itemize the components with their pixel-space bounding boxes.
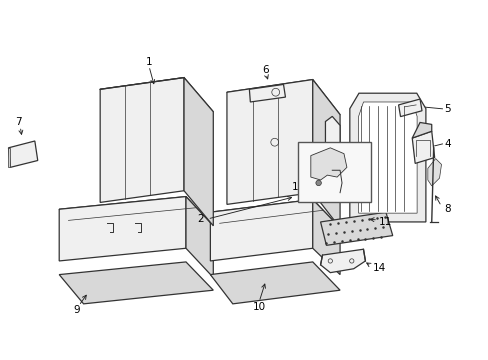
Polygon shape — [411, 122, 431, 138]
Circle shape — [315, 180, 321, 186]
Text: 1: 1 — [145, 57, 152, 67]
Polygon shape — [59, 197, 185, 261]
Polygon shape — [249, 85, 285, 102]
Polygon shape — [320, 212, 392, 245]
Polygon shape — [59, 262, 213, 304]
Polygon shape — [8, 141, 38, 167]
Text: 11: 11 — [378, 217, 391, 227]
Text: 14: 14 — [372, 263, 386, 273]
Polygon shape — [312, 199, 339, 275]
Polygon shape — [325, 116, 339, 151]
Text: 4: 4 — [444, 139, 450, 149]
Text: 3: 3 — [352, 162, 359, 172]
Polygon shape — [183, 78, 213, 226]
Polygon shape — [310, 148, 346, 180]
Polygon shape — [210, 199, 339, 242]
Polygon shape — [226, 80, 339, 127]
Polygon shape — [398, 99, 421, 117]
Text: 3: 3 — [368, 162, 375, 172]
Polygon shape — [100, 78, 183, 202]
Polygon shape — [358, 102, 416, 213]
Polygon shape — [312, 80, 339, 228]
Polygon shape — [59, 197, 213, 239]
Polygon shape — [8, 148, 10, 167]
Polygon shape — [210, 262, 339, 304]
Polygon shape — [411, 131, 434, 163]
Polygon shape — [185, 197, 213, 278]
Polygon shape — [226, 80, 312, 204]
Polygon shape — [210, 199, 312, 261]
Polygon shape — [100, 78, 213, 125]
Text: 5: 5 — [444, 104, 450, 114]
Polygon shape — [427, 159, 441, 186]
Text: 2: 2 — [197, 214, 203, 224]
Text: 9: 9 — [73, 305, 80, 315]
Text: 8: 8 — [444, 204, 450, 214]
Text: 6: 6 — [262, 65, 269, 75]
Text: 12: 12 — [378, 162, 391, 172]
Text: 10: 10 — [252, 302, 265, 312]
Bar — [298, 142, 370, 202]
Text: 7: 7 — [15, 117, 21, 127]
Polygon shape — [320, 249, 365, 273]
Polygon shape — [349, 93, 425, 222]
Text: 13: 13 — [291, 182, 305, 192]
